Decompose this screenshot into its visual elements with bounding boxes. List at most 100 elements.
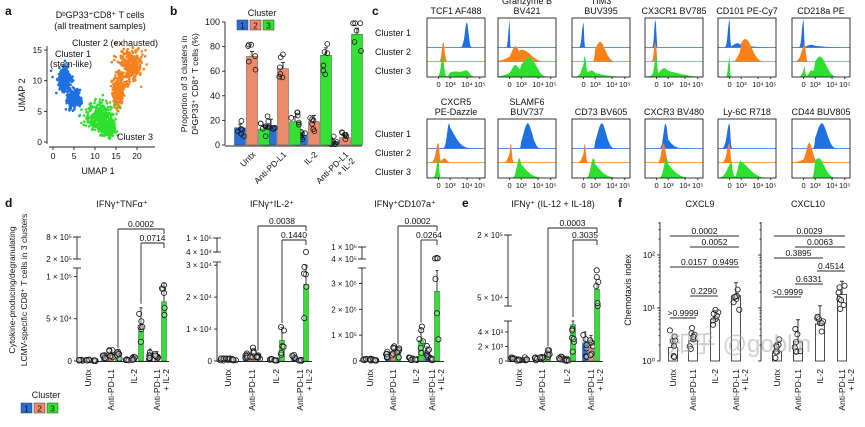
umap-point-cluster-2 xyxy=(124,83,128,86)
row-label-cluster-3: Cluster 3 xyxy=(375,66,411,76)
umap-point-cluster-2 xyxy=(122,71,125,74)
umap-point-cluster-3 xyxy=(114,131,118,134)
data-point xyxy=(250,349,257,356)
umap-point-cluster-1 xyxy=(78,98,81,102)
data-point xyxy=(587,352,594,359)
significance-bar: >0.9999 xyxy=(668,308,699,319)
umap-point-cluster-3 xyxy=(111,113,115,116)
y-tick-label: 3 × 10⁵ xyxy=(331,280,357,289)
category-label: Anti-PD-L1 xyxy=(152,369,162,411)
data-point xyxy=(129,357,136,364)
umap-point-cluster-3 xyxy=(101,98,105,102)
umap-point-cluster-1 xyxy=(67,78,71,81)
umap-point-cluster-3 xyxy=(90,120,94,124)
panel-label-d: d xyxy=(5,196,12,210)
data-point xyxy=(569,327,576,334)
umap-point-cluster-2 xyxy=(139,55,143,59)
significance-bracket: 0.0003 xyxy=(547,218,598,347)
umap-point-cluster-2 xyxy=(144,48,147,52)
x-tick-label: 0 xyxy=(728,181,732,190)
umap-point-cluster-1 xyxy=(71,109,75,113)
subplot-title: IFNγ⁺TNFα⁺ xyxy=(96,199,147,209)
umap-point-cluster-2 xyxy=(126,47,130,51)
umap-point-cluster-3 xyxy=(101,93,105,97)
y-tick-label: 2 × 10⁵ xyxy=(46,255,72,264)
data-point xyxy=(358,48,364,54)
histogram-area-cluster-3 xyxy=(645,55,703,77)
data-point xyxy=(235,128,241,135)
data-point xyxy=(793,338,800,345)
histogram-ly-6c-r718: Ly-6C R718 0 10³ 10⁴ 10⁵ xyxy=(717,107,777,190)
y-axis-label: DᵇGP33⁺ CD8⁺ T cells (%) xyxy=(190,33,200,135)
legend-label: 2 xyxy=(253,21,258,31)
significance-bracket: 0.0002 xyxy=(397,216,438,345)
umap-point-cluster-2 xyxy=(114,41,117,45)
umap-point-cluster-2 xyxy=(123,57,127,61)
umap-point-cluster-2 xyxy=(118,73,122,77)
data-point xyxy=(324,50,331,56)
category-label: IL-2 xyxy=(710,369,720,384)
umap-point-cluster-1 xyxy=(68,75,72,78)
legend-swatch-cluster-3 xyxy=(262,19,275,31)
umap-point-cluster-2 xyxy=(120,102,123,105)
umap-point-cluster-3 xyxy=(86,111,90,114)
y-tick-label: 10⁰ xyxy=(642,356,655,366)
data-point xyxy=(395,354,402,361)
bar-cluster-3 xyxy=(303,284,309,362)
umap-point-cluster-1 xyxy=(67,101,71,105)
umap-point-cluster-3 xyxy=(87,107,91,110)
significance-bracket: 0.1440 xyxy=(281,230,307,324)
data-point xyxy=(279,74,286,81)
y-tick-label: 15 xyxy=(33,45,43,55)
umap-point-cluster-2 xyxy=(124,66,128,70)
category-label: + IL-2 xyxy=(436,369,446,391)
significance-bar: 0.0029 xyxy=(774,226,845,237)
umap-point-cluster-3 xyxy=(102,134,105,137)
annotation-cluster-1-sub: (stem-like) xyxy=(50,59,92,69)
umap-point-cluster-2 xyxy=(131,46,135,50)
data-point xyxy=(248,42,255,48)
histogram-area-cluster-2 xyxy=(427,42,485,62)
umap-point-cluster-2 xyxy=(113,97,117,100)
histogram-frame xyxy=(571,17,631,78)
data-point xyxy=(772,348,779,355)
p-value-label: 0.6331 xyxy=(796,274,822,284)
umap-point-cluster-1 xyxy=(59,78,63,82)
category-label: Anti-PD-L1 xyxy=(427,369,437,411)
umap-point-cluster-2 xyxy=(130,67,134,71)
histogram-area-cluster-2 xyxy=(572,143,630,163)
y-tick-label: 4 × 10⁴ xyxy=(186,248,212,257)
data-point xyxy=(794,331,801,338)
x-tick-label: 10⁵ xyxy=(545,80,556,89)
histogram-title: Ly-6C R718 xyxy=(723,107,771,117)
umap-point-cluster-2 xyxy=(133,76,136,79)
umap-point-cluster-2 xyxy=(120,64,124,67)
umap-point-cluster-2 xyxy=(127,64,131,68)
significance-bar: 0.2290 xyxy=(690,286,718,297)
data-point xyxy=(289,352,296,359)
y-tick-label: 4 × 10³ xyxy=(478,328,503,337)
data-point xyxy=(734,286,741,293)
umap-point-cluster-2 xyxy=(114,74,117,77)
umap-point-cluster-2 xyxy=(130,62,134,65)
histogram-area-cluster-2 xyxy=(427,142,485,163)
legend-title: Cluster xyxy=(32,390,61,400)
umap-point-cluster-2 xyxy=(109,84,113,88)
y-tick-label: 40 xyxy=(210,91,220,101)
histogram-area-cluster-2 xyxy=(718,39,776,62)
category-label: Untx xyxy=(365,368,375,386)
data-point xyxy=(791,344,798,351)
umap-point-cluster-3 xyxy=(111,118,114,121)
umap-point-cluster-2 xyxy=(132,58,135,62)
umap-point-cluster-1 xyxy=(63,64,66,68)
category-label: IL-2 xyxy=(411,369,421,384)
significance-bar: 0.3895 xyxy=(774,248,823,259)
histogram-title: CD218a PE xyxy=(797,6,845,16)
data-point xyxy=(298,357,305,364)
umap-point-cluster-2 xyxy=(110,80,114,83)
data-point xyxy=(580,332,587,339)
umap-point-cluster-3 xyxy=(88,102,91,106)
umap-point-cluster-2 xyxy=(110,60,114,64)
category-label: Untx xyxy=(514,368,524,386)
